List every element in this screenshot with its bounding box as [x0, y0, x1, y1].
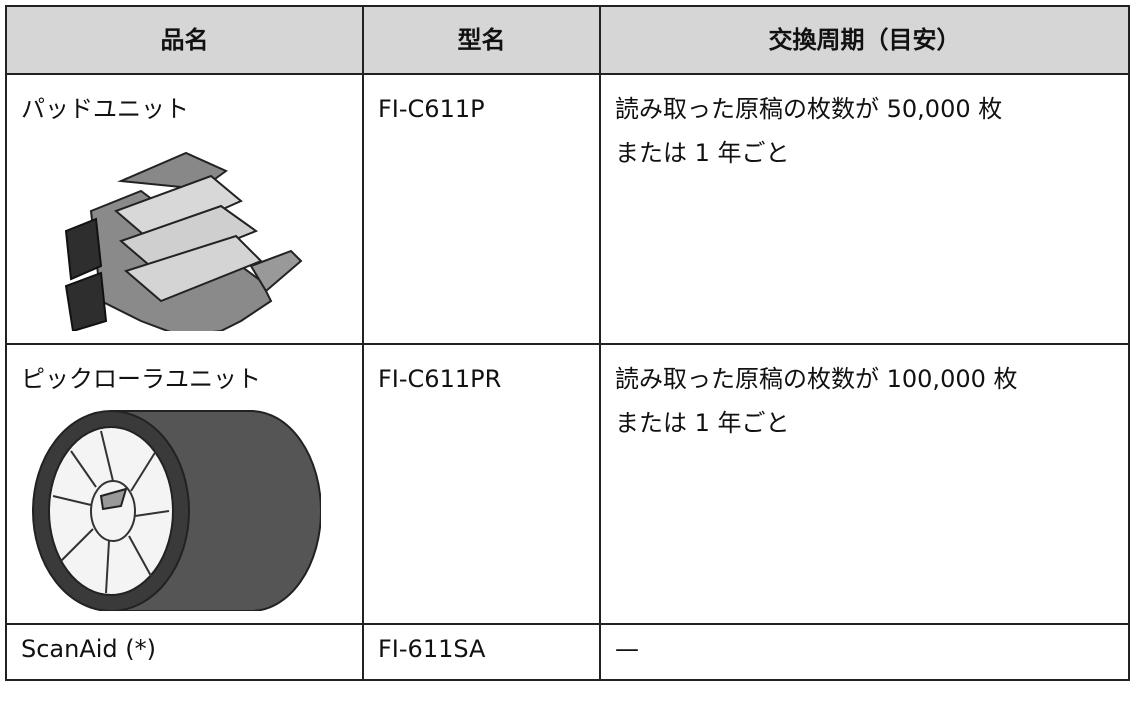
model: FI-C611PR [378, 365, 502, 393]
header-cell: 型名 [362, 5, 601, 75]
cycle-line: 読み取った原稿の枚数が 50,000 枚 [615, 95, 1003, 123]
model: FI-611SA [378, 635, 486, 663]
pick-roller-image [32, 410, 321, 611]
cell: FI-611SA [362, 623, 601, 681]
cell: FI-C611P [362, 73, 601, 345]
part-name: ScanAid (*) [21, 635, 157, 663]
row: ピックローラユニット FI-C611PR 読み取った原稿の枚数が 100,000… [5, 343, 1130, 625]
header-row: 品名 型名 交換周期（目安） [5, 5, 1130, 75]
parts-table: 品名 型名 交換周期（目安） パッドユニット FI-C611P 読み取った原稿の… [5, 5, 1130, 681]
cell: 読み取った原稿の枚数が 50,000 枚 または 1 年ごと [599, 73, 1130, 345]
cell: 読み取った原稿の枚数が 100,000 枚 または 1 年ごと [599, 343, 1130, 625]
part-name: ピックローラユニット [21, 365, 261, 393]
part-name: パッドユニット [21, 95, 189, 123]
cell: ピックローラユニット [5, 343, 364, 625]
pad-unit-image [64, 151, 303, 331]
row: ScanAid (*) FI-611SA — [5, 623, 1130, 681]
model: FI-C611P [378, 95, 485, 123]
cell: FI-C611PR [362, 343, 601, 625]
cell: ScanAid (*) [5, 623, 364, 681]
cycle-line: または 1 年ごと [615, 139, 790, 167]
cycle-line: または 1 年ごと [615, 409, 790, 437]
cycle-line: — [615, 635, 639, 663]
row: パッドユニット FI-C611P 読み取った原稿の枚数が 50,000 枚 また… [5, 73, 1130, 345]
header-cell: 交換周期（目安） [599, 5, 1130, 75]
header-cell: 品名 [5, 5, 364, 75]
cell: パッドユニット [5, 73, 364, 345]
cell: — [599, 623, 1130, 681]
cycle-line: 読み取った原稿の枚数が 100,000 枚 [615, 365, 1018, 393]
